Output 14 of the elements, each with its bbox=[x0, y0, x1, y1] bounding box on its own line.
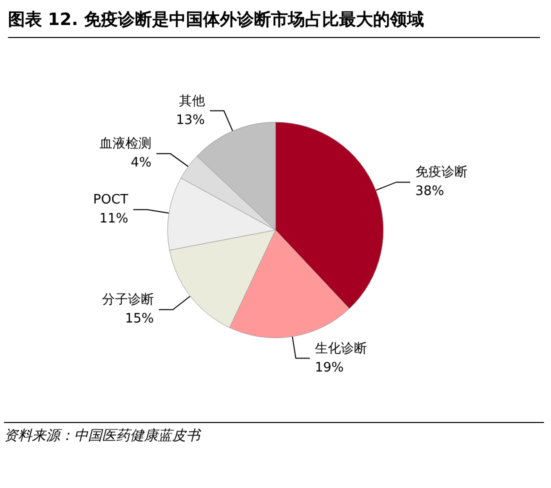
data-label: 38% bbox=[415, 184, 444, 200]
data-label: 13% bbox=[176, 112, 205, 128]
data-label: 15% bbox=[124, 312, 154, 327]
slice-label: 其他 bbox=[178, 94, 205, 109]
slice-label: POCT bbox=[93, 192, 128, 208]
data-label: 4% bbox=[130, 156, 152, 171]
slice-label: 分子诊断 bbox=[102, 292, 154, 308]
slice-label: 免疫诊断 bbox=[415, 165, 468, 180]
chart-title: 图表 12. 免疫诊断是中国体外诊断市场占比最大的领域 bbox=[8, 8, 540, 38]
text: 资料来源：中国医药健康蓝皮书 bbox=[4, 427, 202, 445]
data-label: 19% bbox=[314, 360, 344, 376]
slice-label: 生化诊断 bbox=[314, 341, 367, 356]
data-label: 11% bbox=[99, 212, 128, 227]
slice-label: 血液检测 bbox=[99, 136, 152, 152]
